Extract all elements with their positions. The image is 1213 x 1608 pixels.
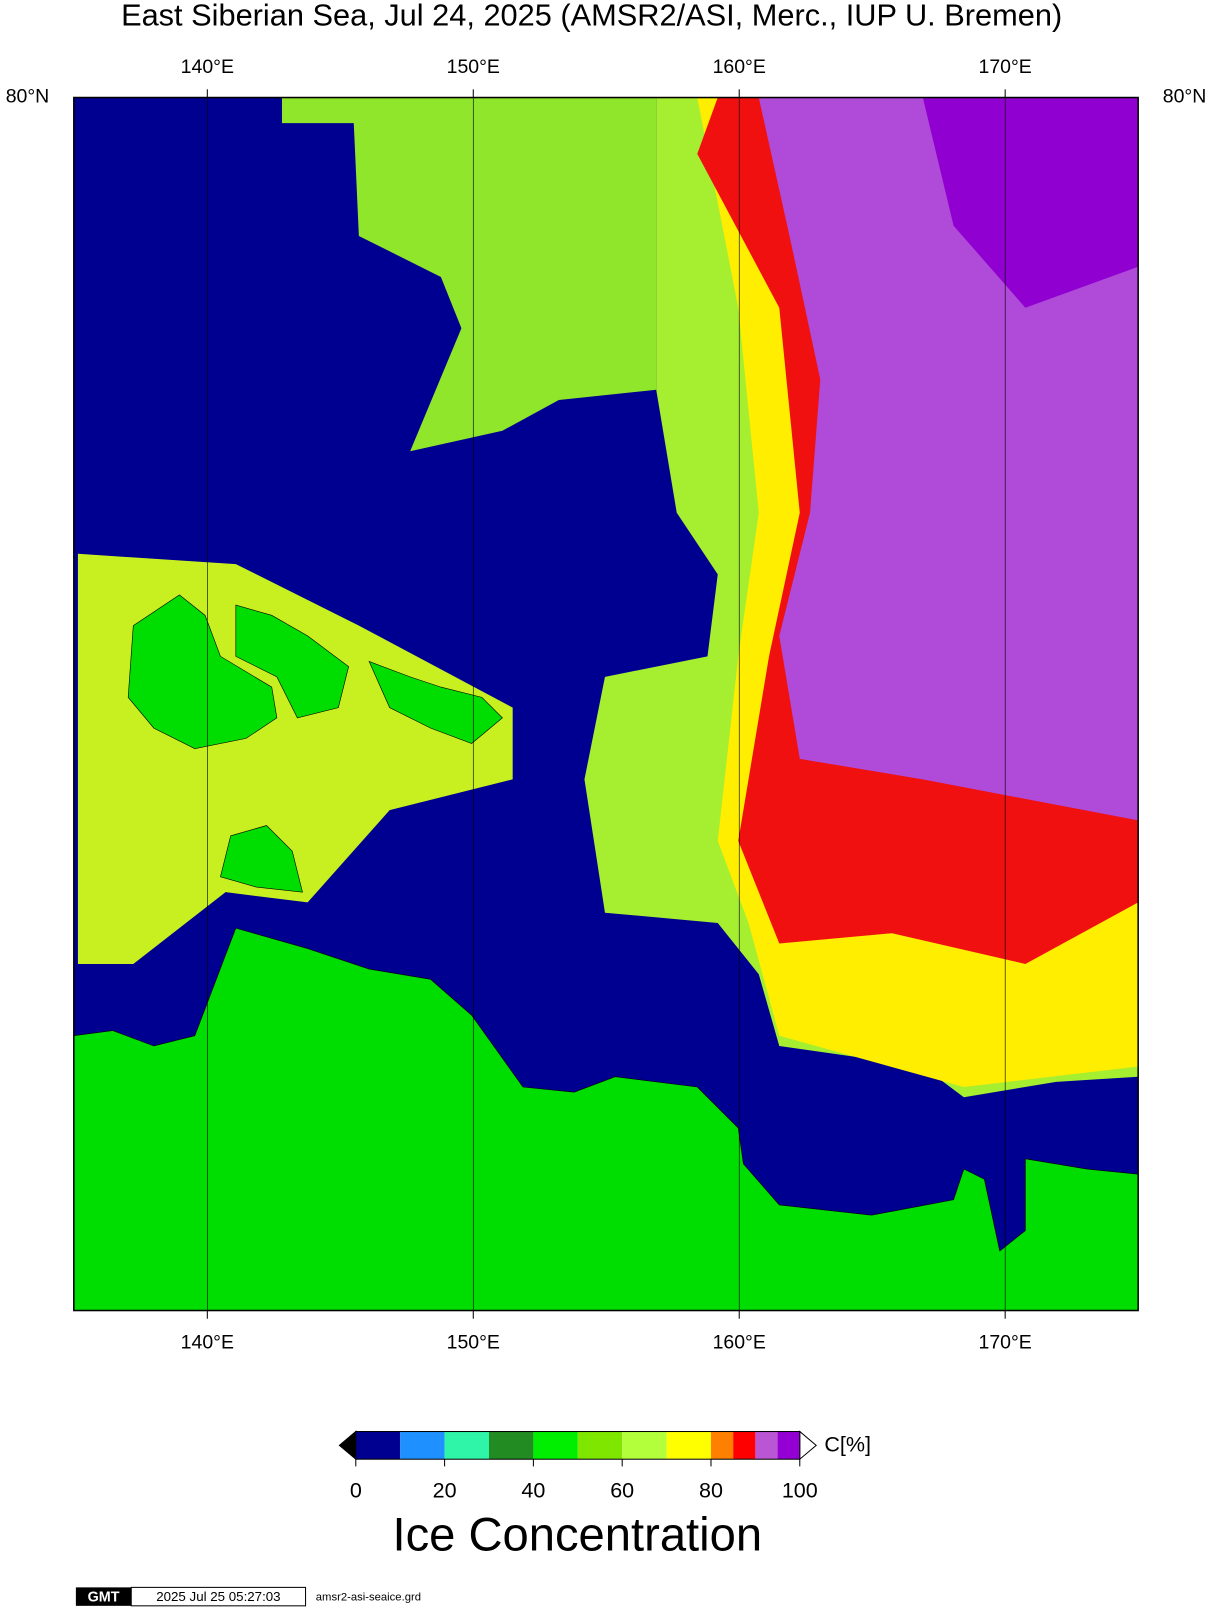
colorbar-bin xyxy=(533,1431,578,1460)
colorbar-bin xyxy=(666,1431,711,1460)
colorbar-bin xyxy=(355,1431,401,1460)
colorbar-over xyxy=(799,1430,817,1461)
colorbar-bin xyxy=(444,1431,489,1460)
map: 140°E 140°E 150°E 150°E 160°E 160°E 170°E 170°E… xyxy=(6,56,1207,1354)
colorbar-tick-label: 40 xyxy=(521,1479,545,1503)
colorbar-tick-label: 80 xyxy=(699,1479,723,1503)
colorbar-bin xyxy=(755,1431,778,1460)
filename: amsr2-asi-seaice.grd xyxy=(316,1592,421,1604)
ice-region xyxy=(281,97,657,452)
colorbar: C[%] Ice Concentration 0 20 40 60 80 100 xyxy=(338,1430,871,1561)
land xyxy=(73,927,1139,1311)
footer: GMT 2025 Jul 25 05:27:03 amsr2-asi-seaic… xyxy=(75,1586,421,1607)
timestamp: 2025 Jul 25 05:27:03 xyxy=(156,1589,280,1604)
lon-label: 150°E xyxy=(447,1331,500,1353)
colorbar-bin xyxy=(400,1431,445,1460)
colorbar-title: Ice Concentration xyxy=(392,1508,762,1561)
lat-label: 80°N xyxy=(1163,86,1207,108)
colorbar-unit: C[%] xyxy=(824,1433,871,1457)
lon-label: 160°E xyxy=(713,1331,766,1353)
colorbar-tick-label: 100 xyxy=(782,1479,818,1503)
colorbar-bin xyxy=(488,1431,534,1460)
lon-label: 170°E xyxy=(979,56,1032,78)
lon-label: 150°E xyxy=(447,56,500,78)
colorbar-bin xyxy=(733,1431,756,1460)
colorbar-frame xyxy=(355,1431,801,1460)
colorbar-tick-label: 20 xyxy=(433,1479,457,1503)
lat-label: 80°N xyxy=(6,86,50,108)
map-frame xyxy=(73,96,1139,1312)
colorbar-bin xyxy=(710,1431,734,1460)
colorbar-under xyxy=(338,1430,357,1461)
timestamp-box xyxy=(130,1586,307,1607)
lon-label: 140°E xyxy=(181,56,234,78)
island xyxy=(368,660,503,744)
lon-label: 160°E xyxy=(713,56,766,78)
ice-region xyxy=(922,97,1139,308)
island xyxy=(220,825,303,893)
island xyxy=(235,604,349,719)
colorbar-bin xyxy=(577,1431,623,1460)
lon-label: 170°E xyxy=(979,1331,1032,1353)
gmt-logo: GMT xyxy=(88,1589,120,1605)
map-title: East Siberian Sea, Jul 24, 2025 (AMSR2/A… xyxy=(121,0,1062,33)
colorbar-bin xyxy=(777,1431,800,1460)
gmt-logo-box xyxy=(75,1587,132,1606)
colorbar-tick-label: 0 xyxy=(350,1479,362,1503)
lon-label: 140°E xyxy=(181,1331,234,1353)
colorbar-bin xyxy=(622,1431,667,1460)
colorbar-tick-label: 60 xyxy=(610,1479,634,1503)
island xyxy=(127,594,278,749)
